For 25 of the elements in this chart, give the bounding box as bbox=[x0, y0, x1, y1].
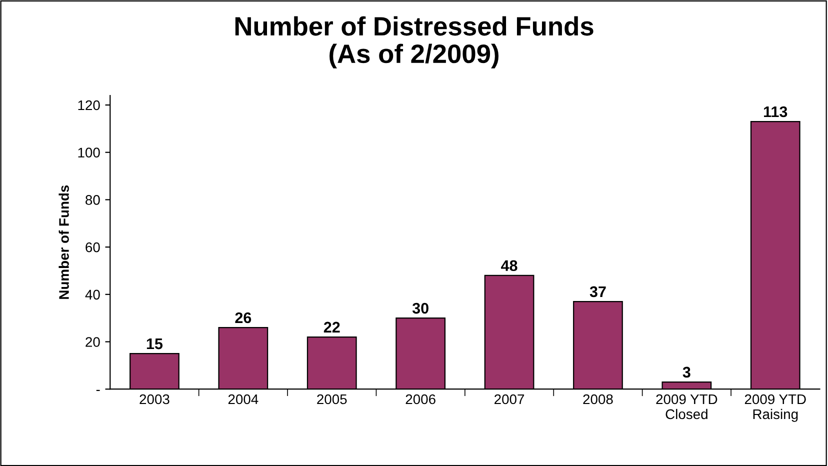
data-label: 30 bbox=[412, 302, 428, 314]
data-label: 37 bbox=[590, 286, 606, 298]
y-tick-label: 20 bbox=[86, 337, 100, 347]
data-label: 26 bbox=[235, 312, 252, 324]
data-label: 113 bbox=[764, 106, 788, 118]
x-tick-label: 2004 bbox=[228, 394, 258, 404]
y-axis-title: Number of Funds bbox=[58, 185, 69, 299]
x-tick-label: 2009 YTD Closed bbox=[656, 394, 718, 420]
chart-title: Number of Distressed Funds (As of 2/2009) bbox=[235, 16, 594, 68]
data-label: 3 bbox=[682, 366, 690, 378]
y-tick-label: 100 bbox=[78, 148, 100, 158]
x-tick-label: 2003 bbox=[140, 394, 170, 404]
data-label: 22 bbox=[324, 322, 340, 332]
y-tick-label: 40 bbox=[85, 290, 100, 300]
x-tick-label: 2007 bbox=[494, 394, 524, 404]
data-label: 15 bbox=[146, 338, 163, 350]
y-tick-label: 60 bbox=[86, 242, 100, 252]
y-tick-label: 80 bbox=[86, 195, 100, 205]
x-tick-label: 2009 YTD Raising bbox=[744, 394, 806, 422]
x-tick-label: 2008 bbox=[583, 394, 613, 404]
x-tick-label: 2006 bbox=[406, 394, 436, 404]
data-label: 48 bbox=[501, 260, 518, 272]
y-tick-label: - bbox=[96, 390, 100, 391]
y-tick-label: 120 bbox=[78, 100, 100, 110]
x-tick-label: 2005 bbox=[317, 394, 347, 404]
